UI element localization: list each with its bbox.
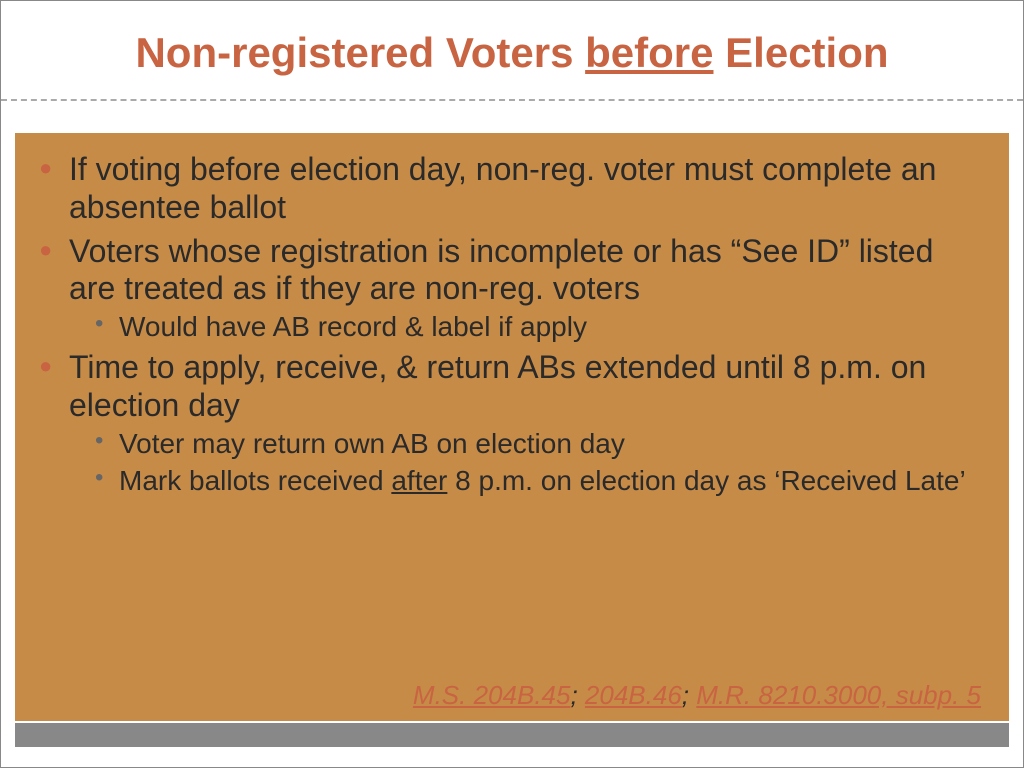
bullet-2-sublist: Would have AB record & label if apply bbox=[69, 310, 987, 343]
bullet-1-text: If voting before election day, non-reg. … bbox=[69, 151, 936, 225]
bullet-3-sub-1: Voter may return own AB on election day bbox=[91, 427, 987, 460]
slide-header: Non-registered Voters before Election bbox=[1, 1, 1023, 99]
citation-link-1[interactable]: M.S. 204B.45 bbox=[413, 680, 571, 710]
citation-sep-1: ; bbox=[570, 680, 584, 710]
title-part1: Non-registered Voters bbox=[135, 29, 585, 76]
bullet-list: If voting before election day, non-reg. … bbox=[37, 151, 987, 497]
bullet-3-text: Time to apply, receive, & return ABs ext… bbox=[69, 349, 926, 423]
header-divider bbox=[1, 99, 1023, 101]
citation-line: M.S. 204B.45; 204B.46; M.R. 8210.3000, s… bbox=[413, 680, 981, 711]
citation-link-3[interactable]: M.R. 8210.3000, subp. 5 bbox=[696, 680, 981, 710]
citation-sep-2: ; bbox=[682, 680, 696, 710]
slide-body: If voting before election day, non-reg. … bbox=[15, 133, 1009, 721]
bullet-1: If voting before election day, non-reg. … bbox=[37, 151, 987, 227]
bullet-3-sub-2-pre: Mark ballots received bbox=[119, 465, 391, 496]
bullet-2-sub-1: Would have AB record & label if apply bbox=[91, 310, 987, 343]
bullet-3-sublist: Voter may return own AB on election day … bbox=[69, 427, 987, 497]
bullet-2-text: Voters whose registration is incomplete … bbox=[69, 233, 933, 307]
bullet-3-sub-1-text: Voter may return own AB on election day bbox=[119, 428, 625, 459]
bullet-3-sub-2-post: 8 p.m. on election day as ‘Received Late… bbox=[447, 465, 965, 496]
citation-link-2[interactable]: 204B.46 bbox=[585, 680, 682, 710]
title-underlined: before bbox=[585, 29, 713, 76]
bullet-3-sub-2-under: after bbox=[391, 465, 447, 496]
bullet-3: Time to apply, receive, & return ABs ext… bbox=[37, 349, 987, 497]
footer-bar bbox=[15, 723, 1009, 747]
title-part3: Election bbox=[713, 29, 888, 76]
slide-title: Non-registered Voters before Election bbox=[1, 29, 1023, 77]
slide-container: Non-registered Voters before Election If… bbox=[0, 0, 1024, 768]
bullet-2-sub-1-text: Would have AB record & label if apply bbox=[119, 311, 587, 342]
bullet-3-sub-2: Mark ballots received after 8 p.m. on el… bbox=[91, 464, 987, 497]
bullet-2: Voters whose registration is incomplete … bbox=[37, 233, 987, 344]
